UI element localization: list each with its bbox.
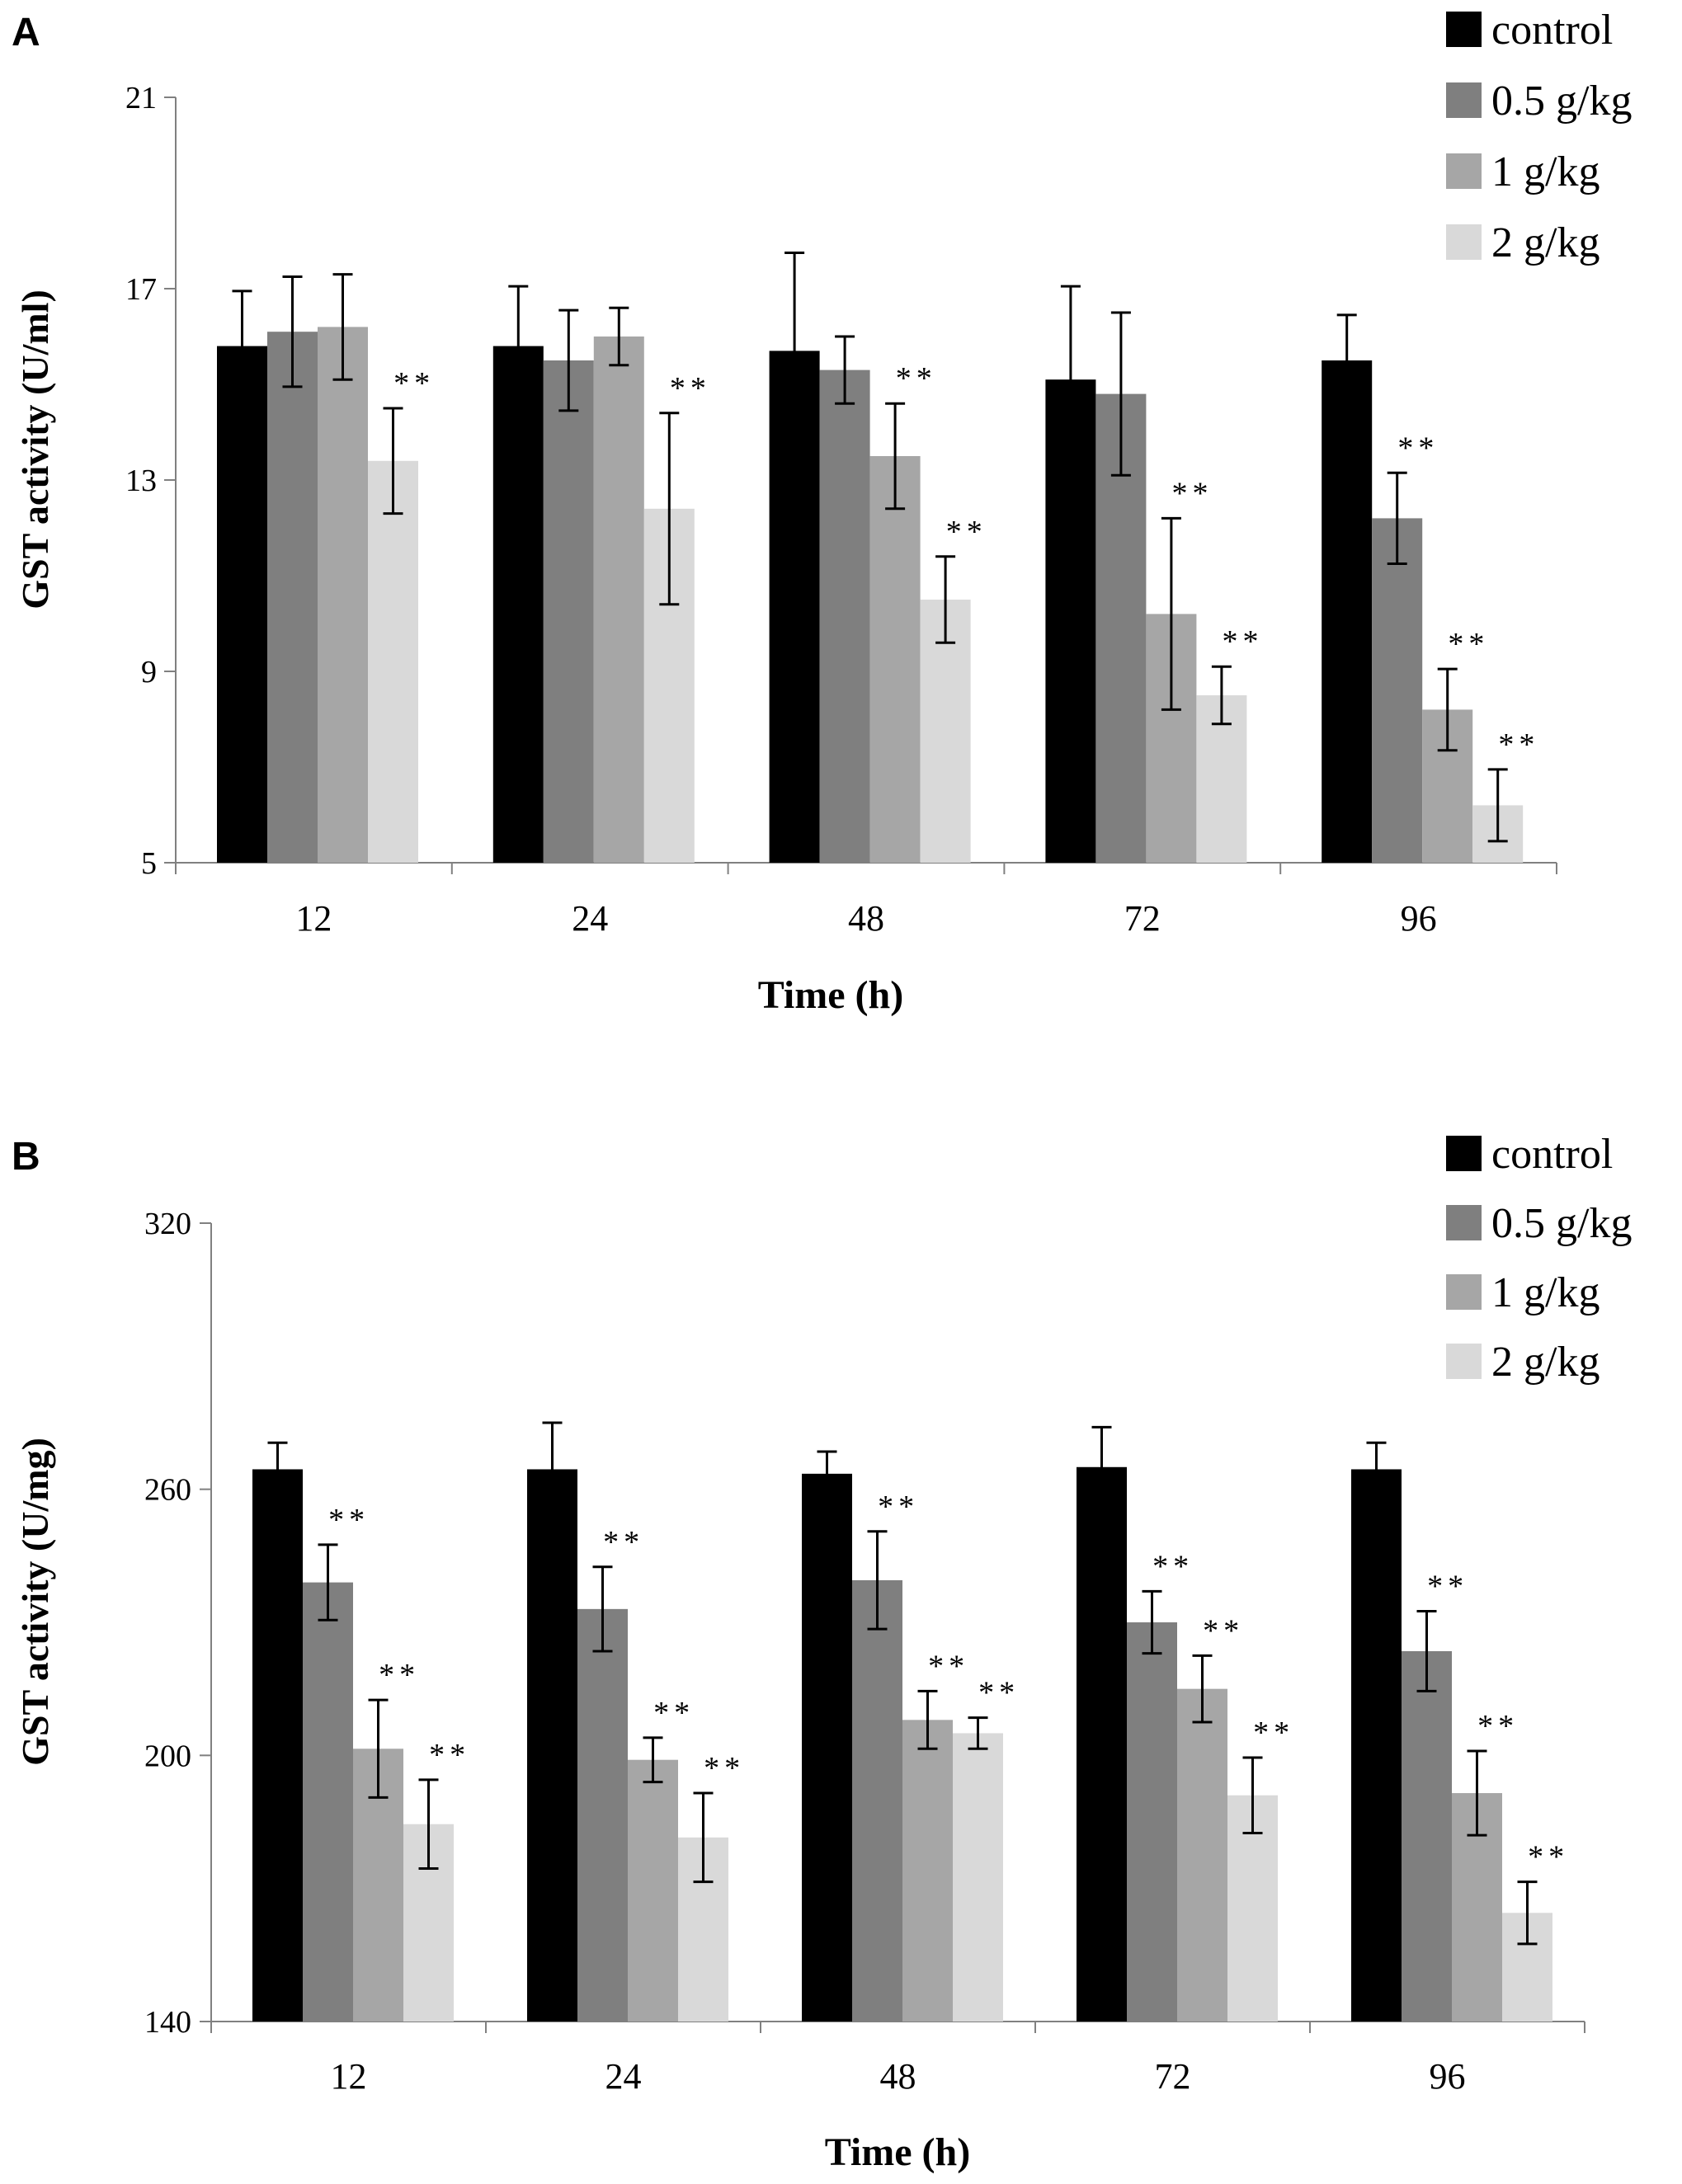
y-tick-label-b: 200 xyxy=(144,1739,191,1773)
bar-a-control-96 xyxy=(1322,360,1373,863)
significance-marker-b: ** xyxy=(328,1503,370,1537)
panel-b: B GST activity (U/mg) Time (h) 140 200 260… xyxy=(12,1131,1632,2174)
bar-a-1-g-kg-12 xyxy=(318,327,368,863)
legend-b: control 0.5 g/kg 1 g/kg 2 g/kg xyxy=(1446,1131,1632,1386)
bar-a-0-5-g-kg-12 xyxy=(267,332,318,863)
bar-a-0-5-g-kg-24 xyxy=(543,360,594,863)
bar-b-control-72 xyxy=(1077,1466,1127,2022)
x-tick-label-a: 24 xyxy=(572,898,608,939)
legend-label-a: 1 g/kg xyxy=(1491,148,1600,195)
legend-swatch-b xyxy=(1446,1205,1482,1240)
y-tick-label-a: 13 xyxy=(125,464,157,498)
significance-marker-a: ** xyxy=(946,515,987,549)
significance-marker-a: ** xyxy=(393,366,435,401)
panel-a: A GST activity (U/ml) Time (h) 5 9 13 17 21 1… xyxy=(12,7,1632,1017)
y-tick-label-b: 320 xyxy=(144,1207,191,1241)
bar-b-0-5-g-kg-48 xyxy=(852,1579,902,2022)
legend-label-b: control xyxy=(1491,1131,1613,1178)
significance-marker-b: ** xyxy=(1477,1709,1519,1744)
panel-label-a: A xyxy=(12,11,40,54)
legend-swatch-b xyxy=(1446,1274,1482,1310)
bar-b-control-96 xyxy=(1351,1469,1402,2022)
bar-b-0-5-g-kg-12 xyxy=(303,1582,353,2022)
bar-b-0-5-g-kg-24 xyxy=(577,1608,628,2022)
significance-marker-b: ** xyxy=(1203,1613,1244,1648)
legend-swatch-a xyxy=(1446,12,1482,47)
y-tick-label-b: 260 xyxy=(144,1473,191,1508)
bar-a-1-g-kg-24 xyxy=(593,337,644,863)
y-axis-title-b: GST activity (U/mg) xyxy=(14,1438,56,1766)
significance-marker-a: ** xyxy=(670,371,711,406)
bar-b-2-g-kg-48 xyxy=(953,1733,1003,2022)
x-tick-label-b: 48 xyxy=(880,2056,916,2097)
legend-label-a: control xyxy=(1491,7,1613,54)
x-tick-label-a: 72 xyxy=(1124,898,1161,939)
y-axis-title-a: GST activity (U/ml) xyxy=(14,289,56,610)
x-tick-label-b: 24 xyxy=(605,2056,642,2097)
bar-b-control-12 xyxy=(252,1469,303,2022)
x-tick-label-a: 48 xyxy=(848,898,884,939)
bar-b-0-5-g-kg-72 xyxy=(1127,1622,1177,2022)
legend-swatch-a xyxy=(1446,153,1482,189)
x-tick-label-b: 72 xyxy=(1155,2056,1191,2097)
x-tick-label-a: 96 xyxy=(1401,898,1437,939)
significance-marker-b: ** xyxy=(1253,1716,1294,1750)
legend-label-b: 1 g/kg xyxy=(1491,1269,1600,1316)
bar-a-1-g-kg-48 xyxy=(869,456,921,863)
legend-label-a: 0.5 g/kg xyxy=(1491,78,1632,125)
y-tick-label-b: 140 xyxy=(144,2005,191,2040)
x-tick-label-b: 96 xyxy=(1430,2056,1466,2097)
y-tick-label-a: 17 xyxy=(125,272,157,307)
bar-b-control-24 xyxy=(527,1469,577,2022)
significance-marker-b: ** xyxy=(878,1490,919,1524)
significance-marker-b: ** xyxy=(928,1649,969,1683)
significance-marker-b: ** xyxy=(1528,1840,1569,1875)
significance-marker-b: ** xyxy=(978,1676,1020,1711)
significance-marker-b: ** xyxy=(603,1525,644,1560)
legend-a: control 0.5 g/kg 1 g/kg 2 g/kg xyxy=(1446,7,1632,266)
y-tick-label-a: 21 xyxy=(125,81,157,115)
significance-marker-b: ** xyxy=(379,1658,420,1692)
legend-swatch-a xyxy=(1446,224,1482,260)
bar-b-1-g-kg-24 xyxy=(628,1759,678,2022)
legend-label-b: 2 g/kg xyxy=(1491,1339,1600,1386)
x-axis-title-b: Time (h) xyxy=(825,2130,970,2174)
significance-marker-a: ** xyxy=(1397,431,1439,465)
panel-label-b: B xyxy=(12,1135,40,1179)
bar-b-0-5-g-kg-96 xyxy=(1402,1650,1452,2022)
bar-a-0-5-g-kg-96 xyxy=(1372,518,1423,863)
legend-swatch-b xyxy=(1446,1136,1482,1171)
bar-a-2-g-kg-12 xyxy=(368,460,418,863)
bar-b-1-g-kg-72 xyxy=(1177,1688,1227,2022)
significance-marker-b: ** xyxy=(653,1696,695,1730)
legend-label-a: 2 g/kg xyxy=(1491,219,1600,266)
significance-marker-a: ** xyxy=(1223,624,1264,659)
y-tick-label-a: 9 xyxy=(141,655,157,690)
x-tick-label-b: 12 xyxy=(331,2056,367,2097)
significance-marker-b: ** xyxy=(704,1751,745,1786)
bar-a-control-12 xyxy=(217,346,267,864)
bar-b-control-48 xyxy=(802,1473,852,2022)
x-axis-title-a: Time (h) xyxy=(758,973,903,1017)
x-tick-label-a: 12 xyxy=(295,898,332,939)
significance-marker-b: ** xyxy=(1427,1570,1468,1604)
significance-marker-a: ** xyxy=(1498,727,1539,762)
legend-swatch-a xyxy=(1446,82,1482,118)
significance-marker-b: ** xyxy=(429,1738,470,1772)
bar-b-1-g-kg-48 xyxy=(902,1720,953,2022)
significance-marker-a: ** xyxy=(1448,627,1489,661)
bar-a-0-5-g-kg-48 xyxy=(819,369,870,864)
significance-marker-b: ** xyxy=(1152,1549,1194,1584)
legend-swatch-b xyxy=(1446,1344,1482,1379)
legend-label-b: 0.5 g/kg xyxy=(1491,1200,1632,1247)
y-tick-label-a: 5 xyxy=(141,846,157,881)
bar-a-control-24 xyxy=(492,346,544,864)
significance-marker-a: ** xyxy=(896,361,937,396)
significance-marker-a: ** xyxy=(1172,476,1213,511)
